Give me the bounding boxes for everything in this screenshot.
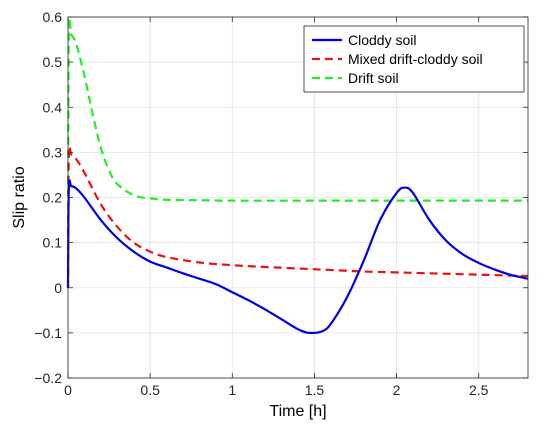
x-tick-label: 1 bbox=[228, 382, 236, 398]
x-axis-label: Time [h] bbox=[269, 403, 326, 420]
y-tick-label: 0.4 bbox=[43, 99, 63, 115]
x-tick-label: 0 bbox=[64, 382, 72, 398]
y-tick-label: −0.2 bbox=[34, 370, 62, 386]
series-line-drift-soil bbox=[66, 16, 528, 288]
y-tick-label: 0.2 bbox=[43, 190, 63, 206]
y-tick-label: 0.6 bbox=[43, 9, 63, 25]
data-series bbox=[66, 16, 529, 335]
axis-ticks: 0 0.5 1 1.5 2 2.5 −0.2 −0.1 0 0.1 0.2 0.3 0.4 0.5 0.6 bbox=[34, 9, 528, 398]
legend-label: Drift soil bbox=[348, 70, 399, 86]
x-tick-label: 2.5 bbox=[469, 382, 489, 398]
legend: Cloddy soil Mixed drift-cloddy soil Drift … bbox=[303, 25, 525, 93]
x-tick-label: 2 bbox=[393, 382, 401, 398]
series-line-cloddy-soil bbox=[66, 179, 529, 335]
x-tick-label: 0.5 bbox=[140, 382, 160, 398]
y-axis-label: Slip ratio bbox=[11, 166, 28, 228]
series-line-mixed-drift-cloddy-soil bbox=[66, 145, 529, 288]
y-tick-label: 0.3 bbox=[43, 144, 63, 160]
y-tick-label: 0.5 bbox=[43, 54, 63, 70]
legend-label: Mixed drift-cloddy soil bbox=[348, 51, 483, 67]
x-tick-label: 1.5 bbox=[305, 382, 325, 398]
legend-label: Cloddy soil bbox=[348, 32, 416, 48]
y-tick-label: 0 bbox=[54, 280, 62, 296]
y-tick-label: −0.1 bbox=[34, 325, 62, 341]
y-tick-label: 0.1 bbox=[43, 235, 63, 251]
